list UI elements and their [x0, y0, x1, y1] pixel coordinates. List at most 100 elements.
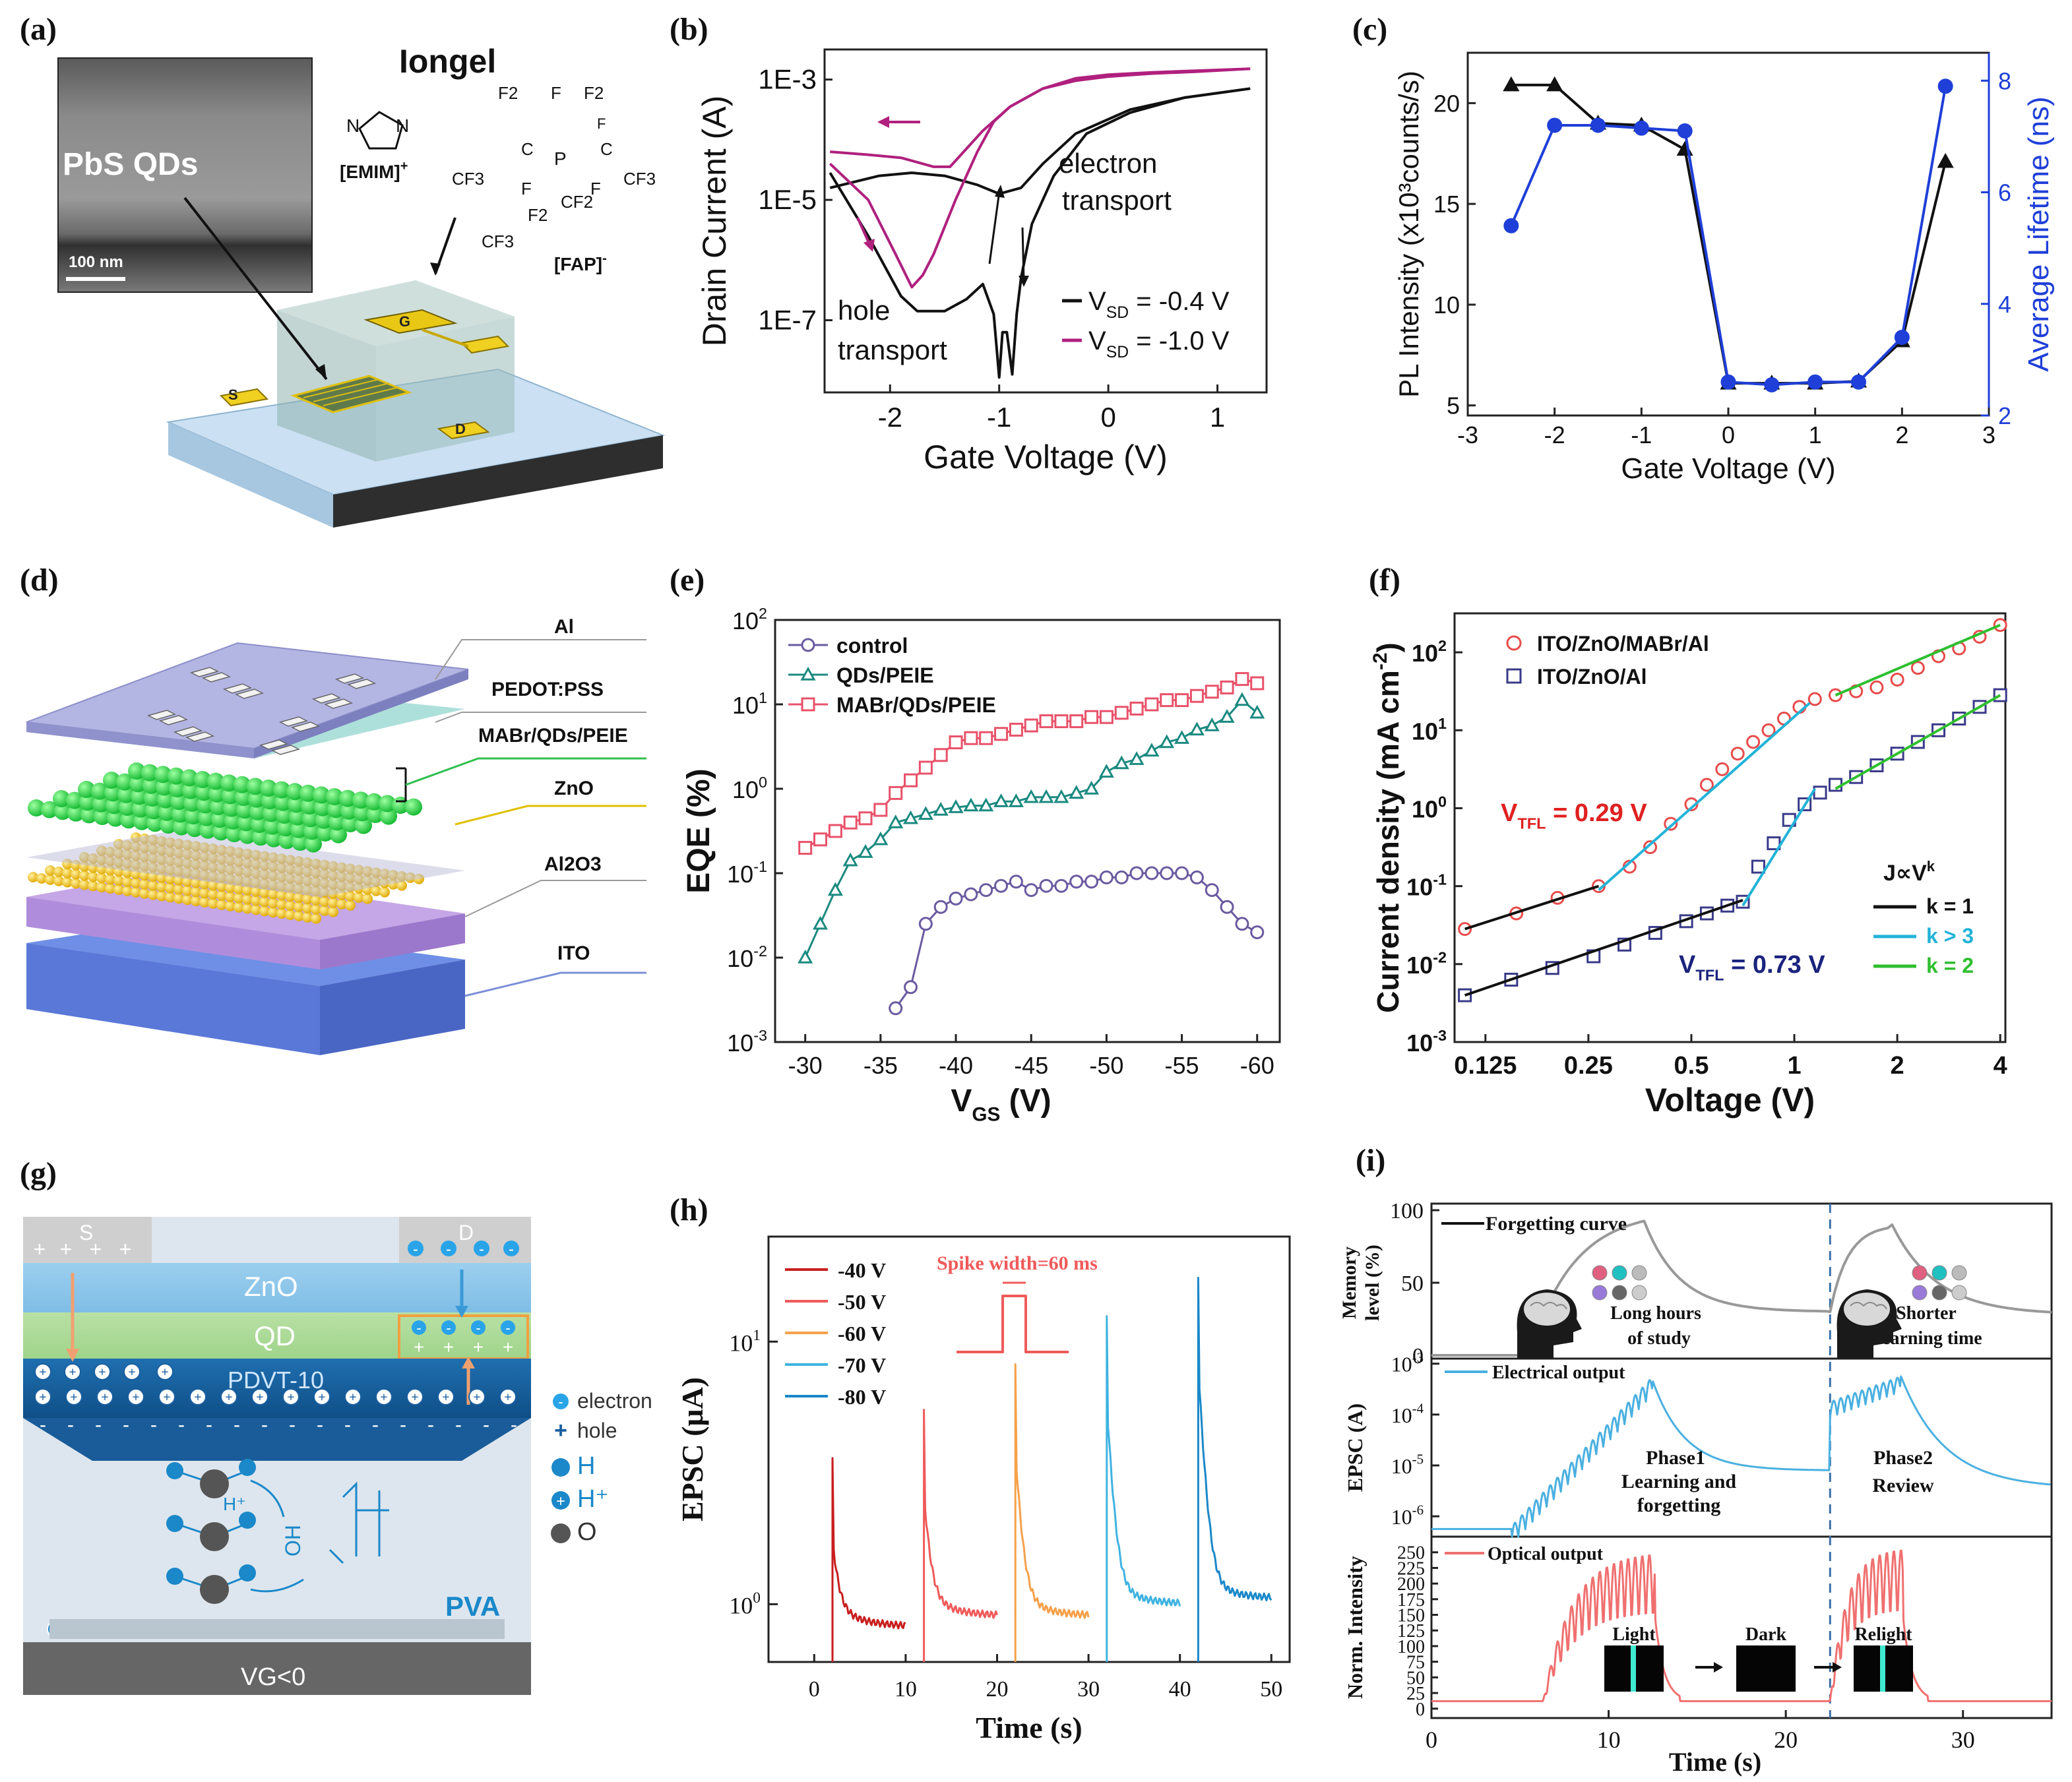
quantum-dot	[91, 782, 108, 800]
quantum-dot	[223, 799, 240, 817]
quantum-dot	[79, 793, 96, 811]
zno-nanoparticle	[354, 892, 364, 903]
legend-marker	[1506, 668, 1522, 684]
quantum-dot	[160, 816, 177, 834]
y-tick-label: 10-1	[1406, 871, 1447, 900]
data-point	[1807, 374, 1823, 390]
quantum-dot	[367, 806, 384, 823]
data-point	[1098, 764, 1114, 778]
zno-nanoparticle	[113, 875, 124, 886]
quantum-dot	[327, 801, 344, 818]
leader-al	[435, 639, 646, 680]
x-axis-title: Gate Voltage (V)	[924, 439, 1168, 476]
chem-f2a: F2	[498, 83, 518, 103]
drain-pad-label: D	[455, 421, 466, 437]
y-axis-title-left: PL Intensity (x10³counts/s)	[1393, 71, 1424, 398]
chem-p: P	[554, 148, 567, 169]
data-point	[1546, 76, 1563, 92]
oxygen-atom-icon	[200, 1469, 229, 1498]
quantum-dot	[131, 787, 148, 805]
data-point	[1069, 785, 1084, 799]
hole-icon	[282, 1388, 299, 1405]
data-point	[812, 915, 829, 930]
zno-nanoparticle	[294, 902, 304, 913]
quantum-dot	[251, 816, 268, 833]
data-point	[1069, 714, 1084, 729]
legend-label: QDs/PEIE	[836, 663, 934, 687]
brain-icon	[1524, 1293, 1570, 1326]
quantum-dot	[194, 771, 211, 788]
series-line	[829, 87, 1251, 195]
zno-nanoparticle	[96, 882, 107, 893]
data-point	[1039, 878, 1053, 893]
al-pad	[334, 673, 365, 684]
fit-legend-title: J∝Vk	[1883, 858, 1935, 886]
quantum-dot	[326, 788, 343, 805]
hole-icon	[65, 1388, 82, 1405]
y-tick-label: 10-4	[1391, 1401, 1424, 1427]
arrow-head-icon	[863, 239, 875, 252]
quantum-dot	[195, 783, 212, 801]
zno-nanoparticle	[105, 883, 115, 894]
quantum-dot	[263, 805, 280, 822]
zno-nanoparticle	[251, 886, 261, 897]
hole-icon	[499, 1388, 517, 1405]
data-point	[858, 811, 873, 826]
zno-nanoparticle	[148, 889, 158, 900]
data-point	[1761, 723, 1776, 737]
vtfl-label-1: VTFL = 0.29 V	[1501, 799, 1647, 832]
data-point	[1205, 883, 1219, 898]
hole-icon	[156, 1363, 173, 1380]
y-tick-label: 101	[729, 1327, 761, 1356]
fit-line	[1742, 787, 1817, 907]
zno-nanoparticle	[294, 892, 304, 904]
quantum-dot	[302, 810, 319, 828]
study-icon	[1951, 1265, 1967, 1281]
quantum-dot	[212, 823, 230, 841]
negative-charge-icon: -	[511, 1414, 517, 1436]
data-point	[828, 824, 842, 838]
zno-nanoparticle	[131, 886, 141, 898]
al-pad	[189, 667, 220, 677]
data-point	[1054, 878, 1069, 893]
quantum-dot	[92, 795, 110, 813]
legend-label: O	[577, 1518, 597, 1546]
data-point	[1175, 866, 1189, 880]
data-point	[1053, 789, 1069, 803]
hole-icon	[406, 1388, 424, 1405]
zno-nanoparticle	[311, 904, 321, 915]
negative-charge-icon: -	[234, 1414, 240, 1436]
layer-label-mabr: MABr/QDs/PEIE	[478, 725, 628, 747]
electron-icon	[471, 1320, 486, 1335]
quantum-dot	[313, 786, 330, 804]
zno-nanoparticle	[208, 898, 218, 909]
fit-line	[1835, 623, 2001, 696]
data-point	[1220, 680, 1234, 694]
quantum-dot	[261, 792, 278, 810]
y-tick-label: 0	[1412, 1344, 1424, 1368]
y-tick-label: 50	[1406, 1668, 1425, 1688]
series-line	[1509, 86, 1947, 386]
quantum-dot	[208, 785, 226, 803]
arrow-head-icon	[66, 1349, 79, 1362]
zno-nanoparticle	[302, 894, 313, 905]
quantum-dot	[286, 783, 303, 801]
al-contact-pads	[146, 667, 377, 755]
emission-strip	[1880, 1645, 1885, 1692]
al2o3-layer-front	[26, 897, 320, 969]
electron-icon	[474, 1241, 489, 1256]
y-tick-label: 225	[1397, 1558, 1425, 1579]
quantum-dot	[144, 789, 161, 807]
legend-marker	[801, 638, 815, 652]
zno-nanoparticle	[311, 913, 321, 924]
data-point	[1235, 917, 1249, 931]
data-point	[1189, 870, 1204, 884]
quantum-dot	[157, 791, 174, 809]
quantum-dot	[80, 806, 98, 824]
data-point	[1993, 688, 2007, 702]
device-substrate-right	[333, 435, 663, 528]
panel-label-f: (f)	[1369, 563, 1400, 598]
pdvt-bottom-slope	[23, 1418, 531, 1461]
negative-charge-icon: -	[123, 1414, 129, 1436]
